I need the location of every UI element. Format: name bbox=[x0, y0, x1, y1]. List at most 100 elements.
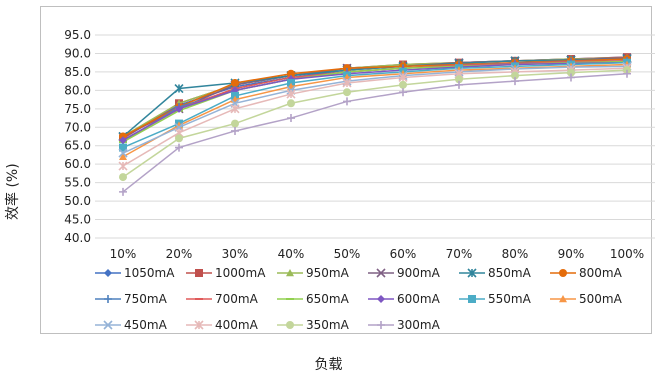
point bbox=[118, 161, 128, 171]
x-tick-label: 30% bbox=[222, 247, 249, 261]
point bbox=[231, 119, 239, 128]
legend-label: 650mA bbox=[306, 292, 350, 306]
point bbox=[104, 269, 112, 277]
point bbox=[567, 73, 575, 82]
point bbox=[287, 99, 295, 108]
legend-item: 1000mA bbox=[186, 266, 266, 280]
point bbox=[104, 295, 112, 303]
legend-label: 1000mA bbox=[215, 266, 266, 280]
point bbox=[559, 269, 567, 277]
point bbox=[376, 268, 386, 278]
legend-label: 450mA bbox=[124, 318, 168, 332]
legend-item: 900mA bbox=[368, 266, 441, 280]
y-tick-label: 85.0 bbox=[64, 65, 91, 79]
point bbox=[623, 69, 631, 78]
series-300mA bbox=[119, 69, 631, 196]
point bbox=[399, 80, 407, 89]
point bbox=[511, 71, 519, 80]
y-tick-label: 50.0 bbox=[64, 194, 91, 208]
legend-label: 850mA bbox=[488, 266, 532, 280]
legend-label: 300mA bbox=[397, 318, 441, 332]
point bbox=[511, 77, 519, 86]
y-tick-label: 95.0 bbox=[64, 28, 91, 42]
point bbox=[398, 72, 408, 83]
point bbox=[287, 69, 295, 78]
x-tick-label: 50% bbox=[334, 247, 361, 261]
point bbox=[455, 75, 463, 84]
x-axis-ticks: 10% 20% 30% 40% 50% 60% 70% 80% 90% 100% bbox=[110, 247, 644, 261]
x-tick-label: 90% bbox=[558, 247, 585, 261]
legend-item: 1050mA bbox=[95, 266, 175, 280]
legend-item: 550mA bbox=[459, 292, 532, 306]
point bbox=[230, 104, 240, 114]
series-line bbox=[122, 67, 628, 167]
series-line bbox=[122, 61, 628, 141]
y-tick-label: 40.0 bbox=[64, 231, 91, 245]
point bbox=[119, 152, 127, 160]
legend-label: 550mA bbox=[488, 292, 532, 306]
y-tick-label: 60.0 bbox=[64, 157, 91, 171]
x-axis-label: 负载 bbox=[314, 357, 343, 373]
legend-label: 700mA bbox=[215, 292, 259, 306]
legend-item: 450mA bbox=[95, 318, 168, 332]
point bbox=[559, 295, 567, 303]
point bbox=[175, 134, 183, 143]
point bbox=[286, 321, 294, 329]
point bbox=[467, 268, 477, 278]
point bbox=[287, 114, 295, 123]
point bbox=[455, 80, 463, 89]
x-tick-label: 20% bbox=[166, 247, 193, 261]
legend-item: 800mA bbox=[550, 266, 623, 280]
point bbox=[119, 187, 127, 196]
legend-item: 950mA bbox=[277, 266, 350, 280]
point bbox=[286, 89, 296, 99]
point bbox=[175, 143, 183, 152]
point bbox=[103, 320, 113, 330]
legend-label: 750mA bbox=[124, 292, 168, 306]
legend-item: 500mA bbox=[550, 292, 623, 306]
legend-item: 850mA bbox=[459, 266, 532, 280]
point bbox=[231, 78, 239, 87]
series-line bbox=[122, 61, 628, 149]
y-axis-ticks: 40.0 45.0 50.0 55.0 60.0 65.0 70.0 75.0 80.0 85.0… bbox=[64, 28, 91, 245]
point bbox=[195, 269, 203, 277]
point bbox=[342, 78, 352, 88]
legend-item: 400mA bbox=[186, 318, 259, 332]
x-tick-label: 70% bbox=[446, 247, 473, 261]
series-line bbox=[122, 69, 628, 178]
series-lines bbox=[118, 53, 632, 196]
point bbox=[175, 104, 183, 113]
y-tick-label: 45.0 bbox=[64, 213, 91, 227]
point bbox=[174, 83, 184, 94]
y-tick-label: 90.0 bbox=[64, 46, 91, 60]
series-500mA bbox=[119, 60, 631, 160]
x-tick-label: 40% bbox=[278, 247, 305, 261]
legend-label: 400mA bbox=[215, 318, 259, 332]
y-axis-label: 效率 (%) bbox=[5, 163, 21, 220]
point bbox=[377, 321, 385, 329]
x-tick-label: 60% bbox=[390, 247, 417, 261]
point bbox=[567, 68, 575, 77]
y-tick-label: 75.0 bbox=[64, 102, 91, 116]
point bbox=[343, 88, 351, 97]
point bbox=[286, 269, 294, 277]
legend-item: 600mA bbox=[368, 292, 441, 306]
series-line bbox=[122, 58, 628, 138]
point bbox=[194, 320, 204, 330]
y-tick-label: 70.0 bbox=[64, 120, 91, 134]
point bbox=[343, 97, 351, 106]
x-tick-label: 100% bbox=[610, 247, 644, 261]
legend-label: 950mA bbox=[306, 266, 350, 280]
legend-label: 1050mA bbox=[124, 266, 175, 280]
x-tick-label: 80% bbox=[502, 247, 529, 261]
point bbox=[119, 143, 127, 152]
legend-item: 300mA bbox=[368, 318, 441, 332]
point bbox=[399, 88, 407, 97]
point bbox=[468, 295, 476, 303]
point bbox=[119, 136, 127, 145]
y-tick-label: 80.0 bbox=[64, 83, 91, 97]
point bbox=[118, 148, 128, 158]
legend-item: 650mA bbox=[277, 292, 350, 306]
point bbox=[119, 173, 127, 182]
